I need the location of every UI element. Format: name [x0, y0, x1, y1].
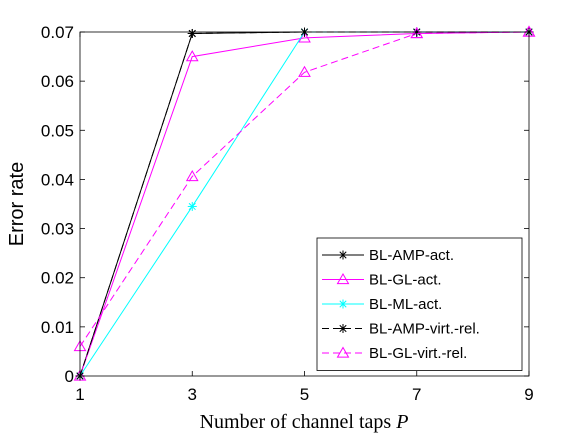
data-point	[298, 31, 311, 43]
data-point	[185, 50, 199, 62]
x-axis-label-variable: P	[395, 411, 408, 433]
y-tick-label: 0.02	[41, 269, 74, 288]
legend-label: BL-GL-act.	[369, 272, 442, 289]
legend-entry-bl-gl-act: BL-GL-act.	[322, 272, 442, 289]
legend-marker	[338, 299, 348, 309]
x-tick-label: 3	[188, 385, 197, 404]
legend-label: BL-GL-virt.-rel.	[369, 345, 467, 362]
x-axis-label: Number of channel taps P	[200, 411, 409, 433]
data-point	[187, 201, 197, 211]
legend-marker	[338, 250, 348, 260]
legend-label: BL-ML-act.	[369, 296, 442, 313]
y-tick-label: 0.06	[41, 72, 74, 91]
legend-entry-bl-gl-virt-rel: BL-GL-virt.-rel.	[322, 345, 467, 362]
data-point	[185, 169, 199, 182]
data-point	[410, 26, 424, 39]
y-tick-label: 0.05	[41, 121, 74, 140]
legend: BL-AMP-act. BL-GL-act. BL-ML-act. BL-AMP-vi…	[316, 237, 523, 371]
legend-entry-bl-amp-act: BL-AMP-act.	[322, 247, 454, 264]
legend-marker	[336, 272, 350, 285]
series-line	[79, 31, 530, 377]
legend-entry-bl-amp-virt-rel: BL-AMP-virt.-rel.	[322, 321, 480, 338]
y-tick-label: 0.04	[41, 170, 74, 189]
legend-entry-bl-ml-act: BL-ML-act.	[322, 296, 442, 313]
y-axis-label: Error rate	[6, 162, 28, 246]
x-axis-label-text: Number of channel taps	[200, 411, 397, 433]
y-tick-label: 0.01	[41, 318, 74, 337]
y-tick-label: 0.03	[41, 220, 74, 239]
legend-label: BL-AMP-virt.-rel.	[369, 321, 480, 338]
y-tick-label: 0	[65, 367, 74, 386]
x-tick-label: 7	[412, 385, 421, 404]
ticks-layer: 1 3 5 7 9 0 0.01 0.02 0.03 0.04 0.05 0.06 0.07	[41, 23, 534, 404]
x-tick-label: 5	[300, 385, 309, 404]
legend-marker	[338, 324, 348, 333]
x-tick-label: 9	[524, 385, 533, 404]
series-line	[79, 31, 530, 347]
legend-marker	[336, 346, 350, 358]
legend-label: BL-AMP-act.	[369, 247, 454, 264]
y-tick-label: 0.07	[41, 23, 74, 42]
data-point	[298, 65, 311, 77]
x-tick-label: 1	[75, 385, 84, 404]
